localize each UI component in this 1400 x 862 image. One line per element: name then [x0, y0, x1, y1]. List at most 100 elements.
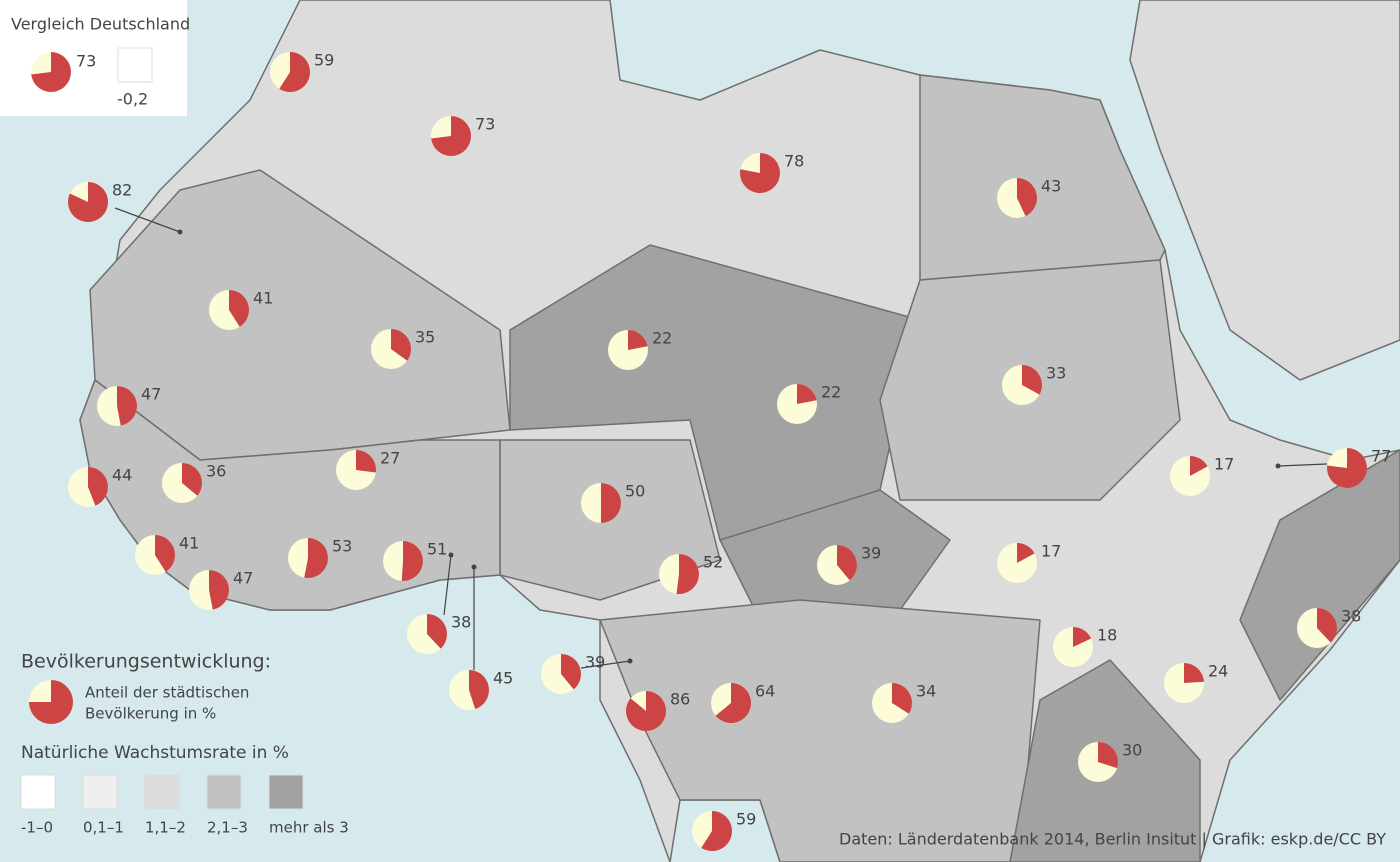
- leader-dot: [448, 552, 454, 558]
- pie-slice: [391, 329, 412, 361]
- pie-label: 73: [475, 115, 495, 134]
- pie-slice: [1184, 663, 1204, 683]
- legend-swatch: [144, 774, 180, 810]
- pie-label: 38: [451, 613, 471, 632]
- pie-label: 59: [736, 810, 756, 829]
- pie-slice: [431, 116, 472, 156]
- congo: [599, 599, 1041, 862]
- pie-slice: [601, 483, 621, 523]
- pie-slice: [1017, 178, 1038, 217]
- arabia: [1129, 0, 1400, 381]
- pie-label: 82: [112, 181, 132, 200]
- legend-class-label: mehr als 3: [269, 819, 349, 837]
- pie-slice: [837, 545, 857, 581]
- pie-label: 73: [76, 52, 96, 71]
- pie-label: 51: [427, 540, 447, 559]
- pie-slice: [1327, 448, 1367, 488]
- source: Daten: Länderdatenbank 2014, Berlin Insi…: [839, 830, 1386, 849]
- legend-swatch: [268, 774, 304, 810]
- pie-label: 22: [821, 383, 841, 402]
- pie-slice: [229, 290, 250, 327]
- pie-slice: [469, 670, 490, 710]
- pie-label: 77: [1371, 447, 1391, 466]
- pie-label: 27: [380, 449, 400, 468]
- pie-label: 30: [1122, 741, 1142, 760]
- pie-label: 47: [141, 385, 161, 404]
- pie-slice: [797, 384, 817, 404]
- legend-swatch: [20, 774, 56, 810]
- leader: [443, 554, 452, 616]
- pie-slice: [401, 541, 424, 581]
- pie-label: 52: [703, 553, 723, 572]
- legend-class-label: 0,1–1: [83, 819, 124, 837]
- pie-slice: [1022, 365, 1042, 395]
- leader-dot: [177, 229, 183, 235]
- pie-label: 22: [652, 329, 672, 348]
- pie-label: 36: [206, 462, 226, 481]
- pie-slice: [561, 654, 582, 690]
- pie-slice: [715, 683, 751, 723]
- pie-label: 53: [332, 537, 352, 556]
- pie-slice: [1317, 608, 1338, 643]
- leader-lines: [114, 207, 1328, 670]
- leader: [580, 660, 631, 669]
- legend-swatch: [206, 774, 242, 810]
- pie-slice: [182, 463, 202, 496]
- pie-label: 50: [625, 482, 645, 501]
- leader: [114, 207, 181, 233]
- pie-label: 17: [1041, 542, 1061, 561]
- comparison-growth-label: -0,2: [117, 90, 148, 109]
- legend-swatch: [82, 774, 118, 810]
- pie-slice: [155, 535, 175, 572]
- pie-slice: [304, 538, 328, 578]
- pie-label: 39: [585, 653, 605, 672]
- pie-label: 41: [253, 289, 273, 308]
- pie-slice: [676, 554, 700, 595]
- comparison-growth-swatch: [117, 47, 153, 83]
- legend-growth-title: Natürliche Wachstumsrate in %: [21, 743, 289, 763]
- pie-slice: [892, 683, 912, 714]
- pie-label: 64: [755, 682, 775, 701]
- pie-label: 44: [112, 466, 132, 485]
- pie-slice: [740, 153, 781, 194]
- pie-slice: [626, 691, 666, 731]
- pie-label: 18: [1097, 626, 1117, 645]
- pie-label: 39: [861, 544, 881, 563]
- leader-dot: [471, 564, 477, 570]
- pie-slice: [1073, 627, 1092, 647]
- pie-slice: [31, 52, 71, 92]
- pie-label: 34: [916, 682, 936, 701]
- pie-label: 86: [670, 690, 690, 709]
- pie-slice: [427, 614, 447, 649]
- pie-label: 47: [233, 569, 253, 588]
- pie-label: 33: [1046, 364, 1066, 383]
- somalia: [1239, 449, 1400, 701]
- leader: [1277, 463, 1328, 467]
- pie-slice: [628, 330, 648, 350]
- legend-class-label: -1–0: [21, 819, 53, 837]
- pie-slice: [68, 182, 109, 222]
- pie-slice: [1017, 543, 1035, 563]
- pie-slice: [117, 386, 137, 426]
- pie-label: 35: [415, 328, 435, 347]
- leader-dot: [1275, 463, 1281, 469]
- pie-label: 41: [179, 534, 199, 553]
- pie-slice: [1098, 742, 1118, 769]
- pie-label: 78: [784, 152, 804, 171]
- legend-pie-label: Bevölkerung in %: [85, 705, 216, 723]
- pie-slice: [356, 450, 376, 473]
- legend-class-label: 2,1–3: [207, 819, 248, 837]
- pie-label: 38: [1341, 607, 1361, 626]
- pie-slice: [209, 570, 230, 610]
- pie-label: 43: [1041, 177, 1061, 196]
- comparison-title: Vergleich Deutschland: [11, 15, 190, 34]
- pie-slice: [701, 811, 732, 851]
- comparison-box: [0, 0, 187, 116]
- leader-dot: [627, 658, 633, 664]
- pie-slice: [279, 51, 311, 92]
- pie-label: 24: [1208, 662, 1228, 681]
- legend-pie-label: Anteil der städtischen: [85, 684, 249, 702]
- pie-label: 59: [314, 51, 334, 70]
- legend-class-label: 1,1–2: [145, 819, 186, 837]
